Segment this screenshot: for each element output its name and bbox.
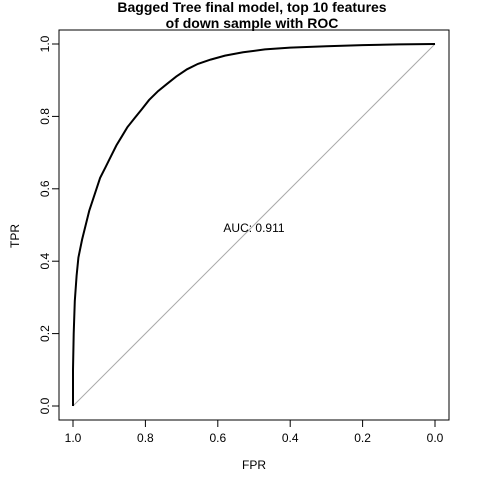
diagonal-reference-line xyxy=(72,43,436,407)
y-tick-label: 0.2 xyxy=(38,325,52,342)
y-tick-label: 0.8 xyxy=(38,108,52,125)
y-tick-label: 1.0 xyxy=(38,35,52,52)
x-tick-label: 0.0 xyxy=(427,431,444,445)
x-tick-label: 1.0 xyxy=(65,431,82,445)
auc-annotation: AUC: 0.911 xyxy=(223,221,284,235)
x-tick-label: 0.8 xyxy=(137,431,154,445)
x-tick-label: 0.2 xyxy=(354,431,371,445)
x-tick-label: 0.4 xyxy=(282,431,299,445)
chart-title-line-1: Bagged Tree final model, top 10 features xyxy=(117,0,386,15)
y-axis-label: TPR xyxy=(8,224,22,248)
chart-title-line-2: of down sample with ROC xyxy=(166,15,339,31)
y-tick-label: 0.4 xyxy=(38,253,52,270)
x-axis: 1.0 0.8 0.6 0.4 0.2 0.0 xyxy=(65,420,444,445)
x-tick-label: 0.6 xyxy=(209,431,226,445)
y-tick-label: 0.6 xyxy=(38,180,52,197)
x-axis-label: FPR xyxy=(242,458,266,472)
y-axis: 0.0 0.2 0.4 0.6 0.8 1.0 xyxy=(38,35,59,414)
y-tick-label: 0.0 xyxy=(38,397,52,414)
roc-curve-line xyxy=(72,43,436,406)
plot-frame xyxy=(58,29,450,421)
